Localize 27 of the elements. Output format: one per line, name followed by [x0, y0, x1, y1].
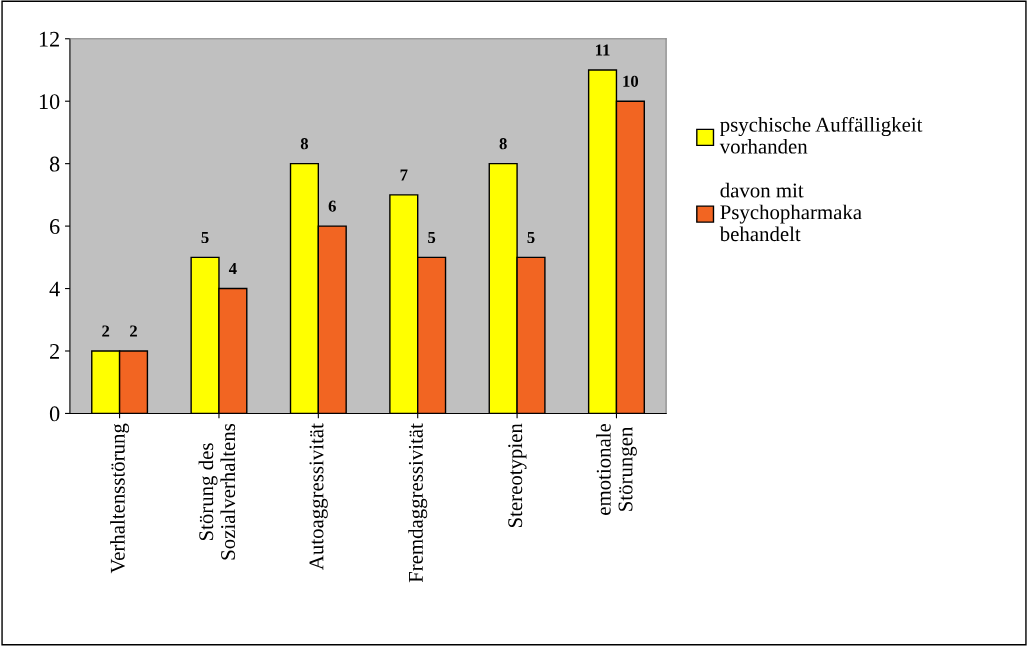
data-label: 2	[130, 325, 137, 337]
x-tick-label: Verhaltensstörung	[110, 423, 130, 574]
x-tick-label: Stereotypien	[508, 423, 527, 528]
data-label: 2	[102, 325, 110, 337]
y-tick-label: 8	[49, 156, 60, 172]
y-tick-label: 6	[50, 219, 60, 235]
y-tick-label: 2	[50, 343, 59, 359]
data-label: 6	[328, 200, 336, 212]
data-label: 11	[596, 44, 610, 56]
data-label: 8	[300, 138, 309, 150]
y-tick-label: 10	[39, 94, 60, 110]
data-label: 5	[527, 231, 535, 244]
y-tick-label: 12	[39, 31, 59, 47]
data-label: 10	[623, 75, 639, 87]
x-tick-label: Autoaggressivität	[309, 423, 328, 570]
x-tick-label: Störung des Sozialverhaltens	[198, 423, 236, 560]
data-label: 5	[201, 231, 209, 244]
legend-label: psychische Auffälligkeit vorhanden	[719, 116, 923, 154]
legend-label: davon mit Psychopharmaka behandelt	[719, 182, 862, 242]
y-tick-label: 0	[49, 406, 60, 422]
data-label: 7	[400, 169, 408, 181]
y-tick-label: 4	[49, 281, 60, 297]
x-tick-label: emotionale Störungen	[596, 423, 637, 515]
data-label: 5	[428, 231, 436, 244]
x-tick-label: Fremdaggressivität	[408, 423, 428, 583]
data-label: 8	[499, 138, 507, 150]
data-label: 4	[228, 263, 237, 275]
